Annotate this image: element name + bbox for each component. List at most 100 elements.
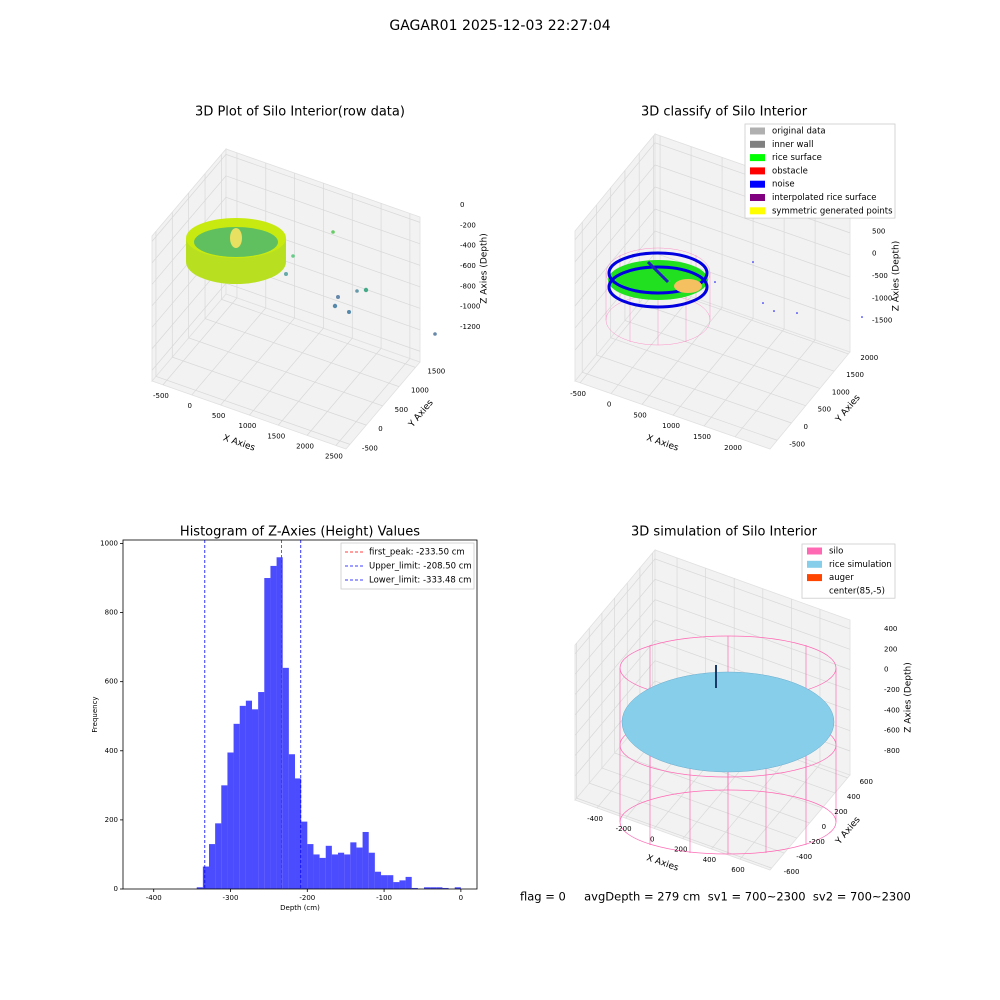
y-tick-label: 500 — [395, 406, 408, 414]
z-axis-label: Z Axies (Depth) — [892, 241, 902, 312]
y-tick-label: 600 — [860, 778, 873, 786]
bar — [319, 857, 326, 889]
bar — [430, 887, 437, 889]
bar — [245, 700, 253, 889]
x-tick-label: 1000 — [239, 422, 257, 430]
z-axis-label: Z Axies (Depth) — [904, 662, 914, 733]
legend-swatch — [807, 587, 822, 595]
grid-line — [601, 613, 798, 839]
x-tick-label: 2500 — [325, 452, 343, 460]
legend-swatch — [807, 574, 822, 582]
figure-title: GAGAR01 2025-12-03 22:27:04 — [389, 18, 610, 34]
x-tick-label: -300 — [223, 894, 239, 902]
y-tick-label: 1000 — [100, 539, 118, 547]
y-tick-label: 400 — [847, 793, 860, 801]
bar — [356, 847, 363, 889]
x-tick-label: -500 — [570, 390, 586, 398]
bar — [307, 844, 314, 889]
bar — [454, 887, 461, 889]
legend-box — [744, 123, 896, 219]
grid-line — [581, 222, 778, 441]
x-tick-label: 0 — [459, 894, 463, 902]
grid-line — [151, 175, 421, 264]
legend-swatch — [750, 140, 765, 148]
grid-line — [574, 208, 851, 307]
bar — [264, 578, 271, 889]
z-tick-label: -800 — [884, 747, 900, 755]
z-tick-label: 0 — [872, 250, 876, 258]
bar — [288, 754, 296, 889]
grid-line — [574, 599, 851, 695]
y-tick-label: 0 — [114, 885, 118, 893]
legend-label: rice surface — [772, 153, 822, 163]
x-tick-label: 600 — [731, 866, 744, 874]
grid-line — [624, 170, 821, 389]
bar — [276, 557, 283, 889]
x-tick-label: 1000 — [662, 422, 680, 430]
bar — [393, 882, 400, 889]
grid-line — [739, 609, 821, 860]
z-tick-label: -1000 — [460, 303, 480, 311]
grid-line — [610, 146, 692, 394]
bar — [338, 852, 345, 889]
legend-label: first_peak: -233.50 cm — [369, 548, 465, 558]
bar — [258, 692, 265, 889]
plot-frame — [122, 539, 478, 890]
z-tick-label: -1000 — [872, 294, 892, 302]
z-tick-label: 200 — [884, 645, 897, 653]
y-tick-label: 500 — [818, 406, 831, 414]
z-tick-label: -200 — [460, 221, 476, 229]
bar — [215, 823, 222, 889]
legend-swatch — [750, 127, 765, 135]
bar — [399, 880, 406, 889]
bar — [405, 876, 412, 889]
z-tick-label: 0 — [884, 666, 888, 674]
grid-line — [610, 187, 806, 407]
y-tick-label: 600 — [105, 678, 118, 686]
bar — [252, 709, 259, 889]
z-tick-label: -1200 — [460, 323, 480, 331]
bar — [442, 887, 449, 889]
x-tick-label: -400 — [146, 894, 162, 902]
x-tick-label: 400 — [703, 856, 716, 864]
grid-line — [614, 597, 810, 824]
grid-line — [641, 157, 723, 405]
grid-line — [734, 189, 816, 438]
bar — [331, 854, 339, 889]
legend-label: silo — [829, 547, 843, 557]
x-tick-label: 2000 — [296, 442, 314, 450]
y-tick-label: 1000 — [411, 387, 429, 395]
legend-swatch — [807, 560, 822, 568]
y-tick-label: 800 — [105, 609, 118, 617]
x-tick-label: 1500 — [267, 432, 285, 440]
y-tick-label: 2000 — [860, 354, 878, 362]
y-tick-label: -400 — [796, 853, 812, 861]
legend-swatch — [750, 154, 765, 162]
bar — [374, 871, 382, 889]
x-tick-label: 2000 — [724, 444, 742, 452]
footer: flag = 0 avgDepth = 279 cm sv1 = 700~230… — [520, 890, 911, 904]
bar — [301, 821, 308, 889]
x-tick-label: -200 — [299, 894, 315, 902]
x-axis-label: Depth (cm) — [280, 904, 320, 912]
bar — [350, 842, 357, 889]
x-tick-label: 0 — [607, 401, 611, 409]
bar — [202, 866, 210, 889]
grid-line — [574, 186, 851, 285]
z-tick-label: 0 — [460, 201, 464, 209]
bar — [233, 723, 240, 889]
legend-label: Lower_limit: -333.48 cm — [369, 576, 471, 586]
y-tick-label: 1000 — [832, 388, 850, 396]
y-tick-label: -500 — [362, 444, 378, 452]
z-tick-label: 400 — [884, 625, 897, 633]
x-tick-label: 500 — [633, 411, 646, 419]
legend-label: center(85,-5) — [829, 586, 885, 596]
grid-line — [574, 230, 851, 329]
z-tick-label: -600 — [460, 262, 476, 270]
y-tick-label: -200 — [809, 838, 825, 846]
y-tick-label: 400 — [105, 747, 118, 755]
grid-line — [574, 578, 851, 675]
grid-line — [576, 643, 772, 869]
bar — [295, 778, 302, 889]
